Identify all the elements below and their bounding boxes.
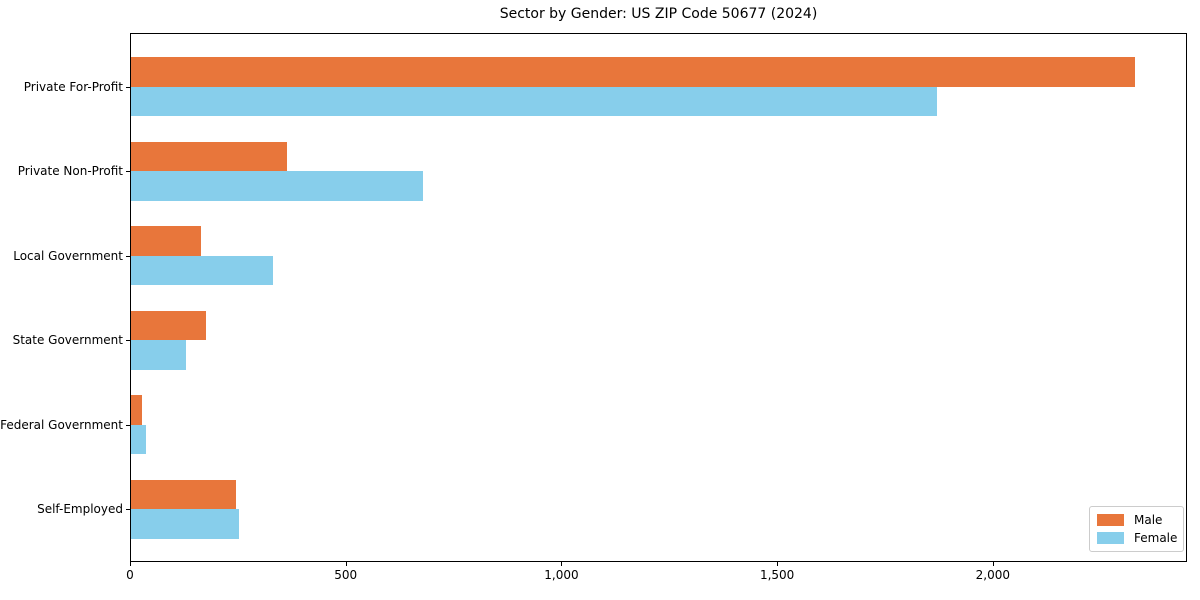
bar-male-state-government	[130, 310, 206, 341]
category-label-state-government: State Government	[12, 333, 123, 348]
category-label-local-government: Local Government	[13, 248, 123, 263]
x-tick-label-2-000: 2,000	[975, 568, 1011, 582]
legend-label-female: Female	[1134, 531, 1178, 545]
bar-female-federal-government	[130, 424, 146, 455]
legend-label-male: Male	[1134, 513, 1163, 527]
x-tick-label-1-000: 1,000	[544, 568, 579, 582]
category-label-federal-government: Federal Government	[0, 417, 123, 432]
x-tick-mark	[992, 562, 994, 566]
bar-female-private-for-profit	[130, 86, 937, 117]
bar-female-self-employed	[130, 509, 240, 539]
x-tick-mark	[345, 562, 347, 566]
bar-male-self-employed	[130, 479, 236, 510]
legend-entry-male: Male	[1097, 513, 1176, 527]
bar-female-state-government	[130, 340, 187, 370]
x-tick-mark	[130, 562, 131, 566]
x-tick-label-500: 500	[334, 568, 358, 582]
legend-entry-female: Female	[1097, 531, 1178, 545]
bar-male-private-for-profit	[130, 57, 1136, 87]
chart-title: Sector by Gender: US ZIP Code 50677 (202…	[499, 6, 818, 22]
bar-male-private-non-profit	[130, 141, 288, 172]
bar-female-private-non-profit	[130, 171, 423, 201]
y-tick-mark	[126, 509, 130, 511]
y-tick-mark	[126, 171, 130, 173]
x-tick-label-0: 0	[126, 568, 134, 582]
y-tick-mark	[126, 340, 130, 342]
category-label-self-employed: Self-Employed	[37, 502, 123, 517]
x-tick-mark	[561, 562, 563, 566]
y-tick-mark	[126, 86, 130, 88]
category-label-private-for-profit: Private For-Profit	[23, 79, 123, 94]
legend: Male Female	[1089, 506, 1184, 552]
y-tick-mark	[126, 255, 130, 257]
x-tick-label-1-500: 1,500	[759, 568, 795, 582]
bar-female-local-government	[130, 255, 273, 286]
legend-swatch-female	[1097, 532, 1124, 544]
bar-male-local-government	[130, 226, 202, 256]
bar-male-federal-government	[130, 395, 143, 425]
category-label-private-non-profit: Private Non-Profit	[17, 164, 123, 179]
legend-swatch-male	[1097, 514, 1124, 526]
x-tick-mark	[777, 562, 779, 566]
y-tick-mark	[126, 424, 130, 426]
